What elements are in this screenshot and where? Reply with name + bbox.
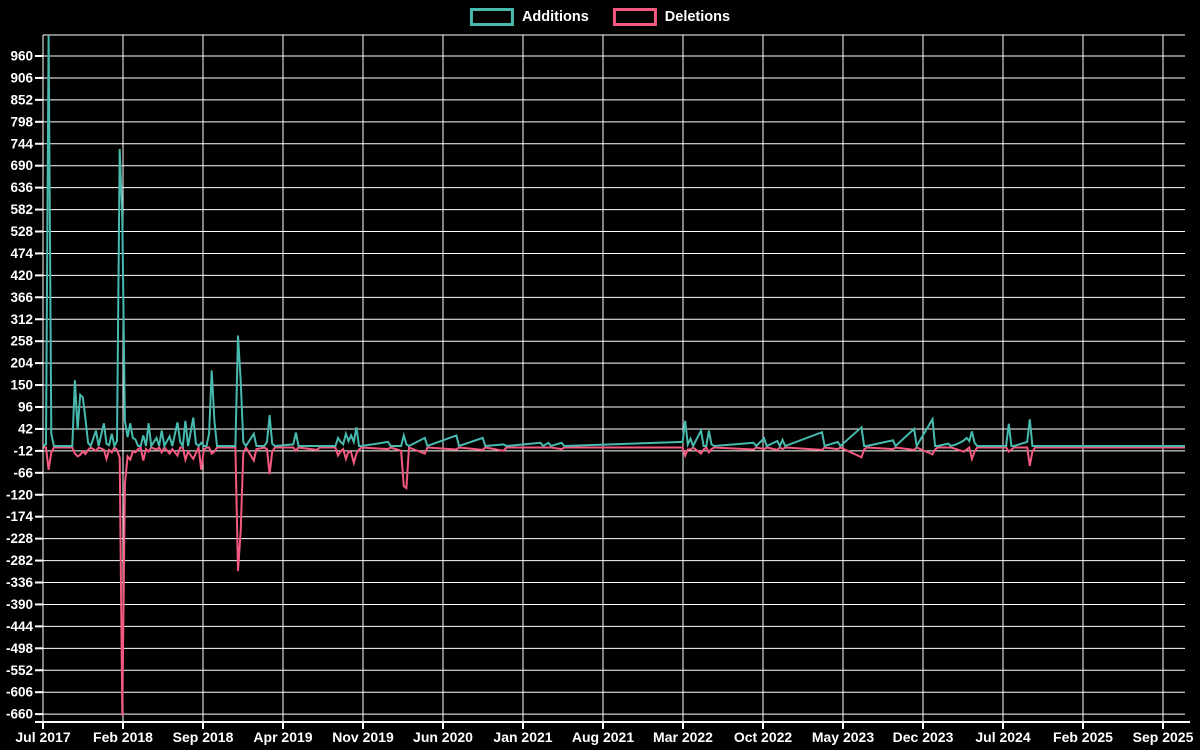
additions-legend-label: Additions (521, 8, 589, 25)
chart-legend: Additions Deletions (469, 8, 731, 26)
svg-text:798: 798 (10, 114, 33, 129)
svg-text:Sep 2018: Sep 2018 (173, 729, 234, 745)
svg-text:150: 150 (10, 378, 33, 393)
svg-text:42: 42 (18, 421, 33, 436)
legend-item-additions[interactable]: Additions (469, 8, 589, 26)
svg-text:-660: -660 (6, 707, 33, 722)
svg-text:204: 204 (10, 356, 33, 371)
svg-text:Nov 2019: Nov 2019 (332, 729, 394, 745)
svg-text:-120: -120 (6, 487, 33, 502)
axis-ticks (35, 55, 1190, 729)
y-axis-tick-labels: 960 906 852 798 744 690 636 582 528 474 420 366 312 2… (6, 49, 34, 722)
svg-text:Jan 2021: Jan 2021 (493, 729, 552, 745)
svg-text:Feb 2018: Feb 2018 (93, 729, 153, 745)
svg-text:690: 690 (10, 158, 33, 173)
svg-text:-336: -336 (6, 575, 34, 590)
horizontal-gridlines (43, 34, 1185, 715)
svg-text:474: 474 (10, 246, 33, 261)
svg-text:-282: -282 (6, 553, 33, 568)
svg-text:Jul 2024: Jul 2024 (975, 729, 1030, 745)
svg-text:528: 528 (10, 224, 33, 239)
svg-text:-444: -444 (6, 619, 34, 634)
svg-text:744: 744 (10, 136, 33, 151)
svg-text:Aug 2021: Aug 2021 (572, 729, 634, 745)
svg-text:Oct 2022: Oct 2022 (734, 729, 793, 745)
svg-text:-552: -552 (6, 663, 33, 678)
svg-text:-606: -606 (6, 685, 34, 700)
svg-text:-66: -66 (13, 465, 33, 480)
deletions-legend-label: Deletions (664, 8, 731, 25)
svg-text:Apr 2019: Apr 2019 (253, 729, 312, 745)
deletions-line (43, 443, 1185, 716)
svg-text:Feb 2025: Feb 2025 (1053, 729, 1113, 745)
svg-text:852: 852 (10, 92, 33, 107)
svg-text:366: 366 (10, 290, 33, 305)
additions-line (43, 35, 1185, 450)
svg-text:906: 906 (10, 70, 33, 85)
svg-text:582: 582 (10, 202, 33, 217)
vertical-gridlines (42, 35, 1164, 722)
svg-text:258: 258 (10, 334, 33, 349)
svg-text:636: 636 (10, 180, 33, 195)
svg-text:420: 420 (10, 268, 33, 283)
deletions-swatch-icon (612, 8, 657, 26)
legend-item-deletions[interactable]: Deletions (612, 8, 731, 26)
additions-swatch-icon (469, 8, 514, 26)
svg-text:96: 96 (18, 400, 34, 415)
x-axis-tick-labels: Jul 2017 Feb 2018 Sep 2018 Apr 2019 Nov 2019… (15, 729, 1193, 745)
svg-text:-174: -174 (6, 509, 34, 524)
svg-text:May 2023: May 2023 (812, 729, 874, 745)
svg-text:-390: -390 (6, 597, 33, 612)
svg-text:Dec 2023: Dec 2023 (893, 729, 954, 745)
svg-text:-228: -228 (6, 531, 34, 546)
svg-text:Sep 2025: Sep 2025 (1133, 729, 1194, 745)
svg-text:Jun 2020: Jun 2020 (413, 729, 473, 745)
svg-text:312: 312 (10, 312, 33, 327)
svg-text:960: 960 (10, 49, 33, 64)
svg-text:Mar 2022: Mar 2022 (653, 729, 713, 745)
svg-text:Jul 2017: Jul 2017 (15, 729, 70, 745)
svg-text:-498: -498 (6, 641, 34, 656)
svg-text:-12: -12 (13, 443, 33, 458)
